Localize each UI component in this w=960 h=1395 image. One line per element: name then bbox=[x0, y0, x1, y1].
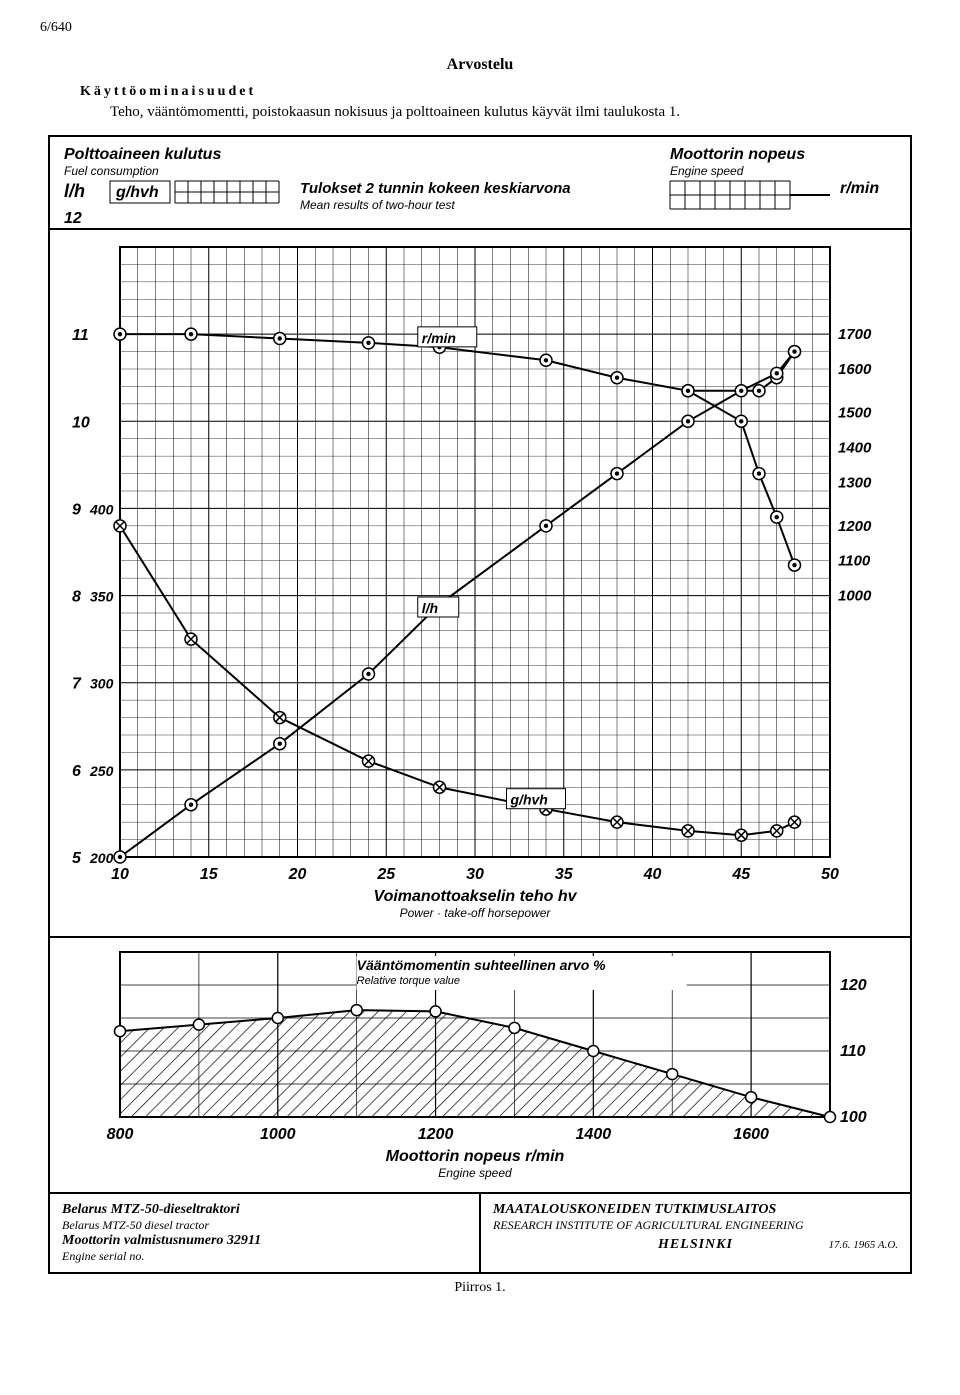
svg-text:120: 120 bbox=[840, 977, 867, 994]
svg-text:40: 40 bbox=[643, 866, 662, 883]
helsinki-label: HELSINKI bbox=[658, 1237, 733, 1253]
svg-text:1500: 1500 bbox=[838, 405, 872, 422]
footer-date: 17.6. 1965 A.O. bbox=[733, 1239, 898, 1251]
svg-text:1700: 1700 bbox=[838, 326, 872, 343]
svg-text:Polttoaineen kulutus: Polttoaineen kulutus bbox=[64, 146, 221, 163]
svg-text:5: 5 bbox=[72, 850, 82, 867]
svg-text:300: 300 bbox=[90, 676, 114, 692]
svg-text:1200: 1200 bbox=[418, 1126, 454, 1143]
page-number: 6/640 bbox=[40, 20, 920, 36]
svg-text:1000: 1000 bbox=[838, 588, 872, 605]
svg-text:25: 25 bbox=[376, 866, 396, 883]
serial-fi: Moottorin valmistusnumero 32911 bbox=[62, 1233, 467, 1249]
svg-text:110: 110 bbox=[840, 1043, 866, 1060]
svg-text:Relative torque value: Relative torque value bbox=[357, 975, 460, 987]
svg-text:400: 400 bbox=[89, 501, 114, 517]
svg-text:1600: 1600 bbox=[733, 1126, 769, 1143]
svg-text:200: 200 bbox=[89, 850, 114, 866]
review-title: Arvostelu bbox=[40, 56, 920, 74]
svg-text:g/hvh: g/hvh bbox=[115, 184, 159, 201]
svg-text:g/hvh: g/hvh bbox=[510, 792, 548, 808]
svg-text:45: 45 bbox=[731, 866, 751, 883]
svg-text:12: 12 bbox=[64, 210, 82, 227]
svg-text:1200: 1200 bbox=[838, 518, 872, 535]
svg-text:800: 800 bbox=[107, 1126, 134, 1143]
svg-text:Vääntömomentin suhteellinen ar: Vääntömomentin suhteellinen arvo % bbox=[357, 957, 606, 973]
svg-text:Tulokset 2 tunnin kokeen keski: Tulokset 2 tunnin kokeen keskiarvona bbox=[300, 180, 571, 197]
svg-text:1000: 1000 bbox=[260, 1126, 296, 1143]
institute-en: RESEARCH INSTITUTE OF AGRICULTURAL ENGIN… bbox=[493, 1218, 898, 1233]
institute-fi: MAATALOUSKONEIDEN TUTKIMUSLAITOS bbox=[493, 1202, 898, 1218]
features-heading: Käyttöominaisuudet bbox=[80, 84, 920, 100]
svg-text:8: 8 bbox=[72, 589, 81, 606]
svg-text:1400: 1400 bbox=[838, 439, 872, 456]
svg-text:l/h: l/h bbox=[64, 181, 85, 201]
tractor-name-en: Belarus MTZ-50 diesel tractor bbox=[62, 1218, 467, 1233]
svg-text:250: 250 bbox=[89, 763, 114, 779]
figure-caption: Piirros 1. bbox=[40, 1280, 920, 1296]
svg-text:Fuel consumption: Fuel consumption bbox=[64, 164, 159, 178]
footer-left: Belarus MTZ-50-dieseltraktori Belarus MT… bbox=[50, 1194, 481, 1272]
svg-text:Moottorin nopeus: Moottorin nopeus bbox=[670, 146, 805, 163]
svg-text:11: 11 bbox=[72, 327, 89, 344]
svg-text:20: 20 bbox=[288, 866, 307, 883]
svg-text:Engine speed: Engine speed bbox=[438, 1166, 512, 1180]
svg-text:l/h: l/h bbox=[422, 600, 438, 616]
intro-text: Teho, vääntömomentti, poistokaasun nokis… bbox=[80, 104, 920, 121]
svg-text:50: 50 bbox=[821, 866, 839, 883]
svg-text:1600: 1600 bbox=[838, 361, 872, 378]
svg-text:15: 15 bbox=[200, 866, 219, 883]
svg-text:35: 35 bbox=[555, 866, 574, 883]
svg-text:Moottorin nopeus r/min: Moottorin nopeus r/min bbox=[386, 1148, 565, 1165]
svg-text:10: 10 bbox=[111, 866, 129, 883]
svg-text:30: 30 bbox=[466, 866, 484, 883]
svg-text:10: 10 bbox=[72, 414, 90, 431]
svg-text:1300: 1300 bbox=[838, 474, 872, 491]
serial-en: Engine serial no. bbox=[62, 1249, 467, 1264]
footer-box: Belarus MTZ-50-dieseltraktori Belarus MT… bbox=[48, 1194, 912, 1274]
svg-text:350: 350 bbox=[90, 589, 114, 605]
svg-text:100: 100 bbox=[840, 1109, 867, 1126]
svg-text:1100: 1100 bbox=[838, 553, 871, 570]
tractor-name-fi: Belarus MTZ-50-dieseltraktori bbox=[62, 1202, 467, 1218]
svg-text:r/min: r/min bbox=[840, 180, 879, 197]
svg-text:Voimanottoakselin teho hv: Voimanottoakselin teho hv bbox=[374, 888, 578, 905]
svg-text:r/min: r/min bbox=[422, 330, 456, 346]
svg-text:1400: 1400 bbox=[576, 1126, 612, 1143]
svg-text:7: 7 bbox=[72, 676, 82, 693]
svg-text:Mean results of two-hour test: Mean results of two-hour test bbox=[300, 198, 455, 212]
footer-right: MAATALOUSKONEIDEN TUTKIMUSLAITOS RESEARC… bbox=[481, 1194, 910, 1272]
figure-container: Polttoaineen kulutusFuel consumption l/h g… bbox=[48, 135, 912, 1194]
svg-text:6: 6 bbox=[72, 763, 81, 780]
svg-text:Power · take-off horsepower: Power · take-off horsepower bbox=[400, 906, 552, 920]
svg-text:9: 9 bbox=[72, 501, 81, 518]
intro-block: Käyttöominaisuudet Teho, vääntömomentti,… bbox=[80, 84, 920, 121]
svg-text:Engine speed: Engine speed bbox=[670, 164, 744, 178]
